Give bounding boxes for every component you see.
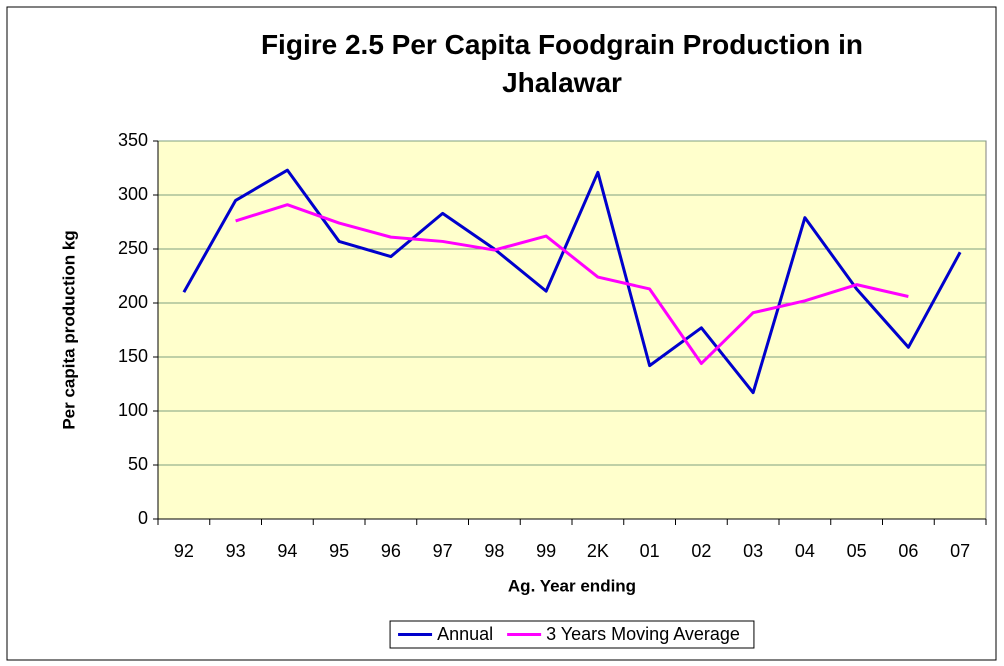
x-tick-label: 2K	[587, 541, 609, 561]
y-axis-label: Per capita production kg	[59, 230, 78, 429]
x-tick-label: 92	[174, 541, 194, 561]
x-tick-label: 98	[484, 541, 504, 561]
y-tick-label: 50	[128, 454, 148, 474]
line-series	[182, 168, 962, 395]
x-tick-label: 06	[898, 541, 918, 561]
x-tick-label: 04	[795, 541, 815, 561]
y-tick-label: 150	[118, 346, 148, 366]
legend: Annual 3 Years Moving Average	[389, 620, 755, 649]
x-tick-label: 01	[640, 541, 660, 561]
legend-box	[389, 620, 755, 649]
y-tick-label: 200	[118, 292, 148, 312]
x-tick-label: 95	[329, 541, 349, 561]
x-tick-label: 99	[536, 541, 556, 561]
y-tick-label: 100	[118, 400, 148, 420]
x-tick-label: 96	[381, 541, 401, 561]
x-tick-label: 02	[691, 541, 711, 561]
y-tick-label: 0	[138, 508, 148, 528]
x-tick-label: 07	[950, 541, 970, 561]
y-tick-label: 250	[118, 238, 148, 258]
y-tick-label: 300	[118, 184, 148, 204]
x-tick-label: 03	[743, 541, 763, 561]
plot-area	[157, 140, 987, 520]
x-tick-label: 93	[226, 541, 246, 561]
legend-label: 3 Years Moving Average	[546, 624, 740, 644]
y-tick-label: 350	[118, 130, 148, 150]
x-tick-label: 97	[433, 541, 453, 561]
chart-title: Figire 2.5 Per Capita Foodgrain Producti…	[260, 29, 864, 98]
x-tick-label: 05	[847, 541, 867, 561]
line-series	[235, 203, 909, 365]
x-tick-label: 94	[277, 541, 297, 561]
x-axis-label: Ag. Year ending	[508, 576, 636, 595]
legend-label: Annual	[437, 624, 493, 644]
